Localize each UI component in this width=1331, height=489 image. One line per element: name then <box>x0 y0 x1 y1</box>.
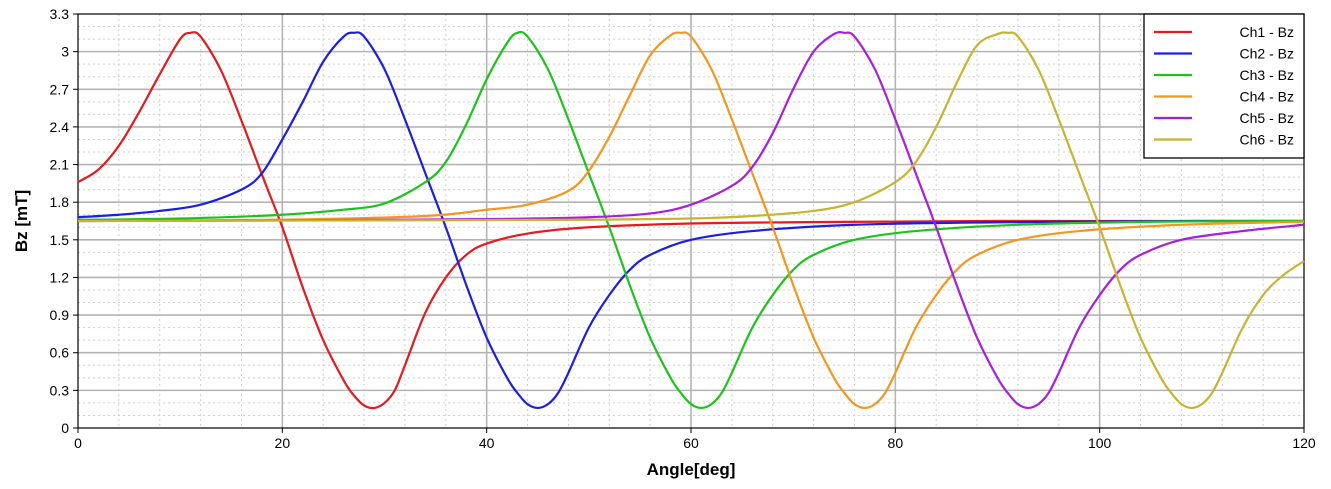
series-layer <box>77 30 1305 410</box>
y-axis-ticks: 0 0.3 0.6 0.9 1.2 1.5 1.8 2.1 2.4 2.7 3 3.3 <box>50 6 78 436</box>
y-tick-label: 2.7 <box>50 81 70 97</box>
x-axis-title: Angle[deg] <box>647 460 736 479</box>
x-tick-label: 20 <box>275 435 291 451</box>
legend-label: Ch3 - Bz <box>1240 67 1294 83</box>
y-tick-label: 0.3 <box>50 382 70 398</box>
legend-label: Ch2 - Bz <box>1240 46 1294 62</box>
y-tick-label: 1.8 <box>50 194 70 210</box>
x-tick-label: 80 <box>888 435 904 451</box>
y-tick-label: 3 <box>61 44 69 60</box>
y-tick-label: 2.1 <box>50 157 70 173</box>
legend-label: Ch6 - Bz <box>1240 132 1294 148</box>
x-tick-label: 120 <box>1292 435 1316 451</box>
x-tick-label: 100 <box>1088 435 1112 451</box>
series-line-ch5 <box>77 31 1305 410</box>
x-tick-label: 60 <box>683 435 699 451</box>
legend-label: Ch1 - Bz <box>1240 24 1294 40</box>
legend: Ch1 - Bz Ch2 - Bz Ch3 - Bz Ch4 - Bz Ch5 - Bz… <box>1143 13 1305 159</box>
series-line-ch4 <box>77 31 1305 410</box>
legend-label: Ch4 - Bz <box>1240 89 1294 105</box>
y-tick-label: 0.9 <box>50 307 70 323</box>
series-line-ch3 <box>77 30 1305 410</box>
y-axis-title: Bz [mT] <box>12 190 31 252</box>
x-axis-ticks: 0 20 40 60 80 100 120 <box>74 428 1316 451</box>
series-line-ch2 <box>77 31 1305 410</box>
x-tick-label: 0 <box>74 435 82 451</box>
y-tick-label: 0 <box>61 420 69 436</box>
y-tick-label: 2.4 <box>50 119 70 135</box>
legend-box <box>1143 13 1305 159</box>
legend-label: Ch5 - Bz <box>1240 110 1294 126</box>
x-tick-label: 40 <box>479 435 495 451</box>
series-line-ch6 <box>77 31 1305 410</box>
y-tick-label: 1.2 <box>50 269 70 285</box>
y-tick-label: 1.5 <box>50 232 70 248</box>
y-tick-label: 0.6 <box>50 345 70 361</box>
series-line-ch1 <box>77 31 1304 410</box>
major-grid <box>78 14 1304 428</box>
y-tick-label: 3.3 <box>50 6 70 22</box>
